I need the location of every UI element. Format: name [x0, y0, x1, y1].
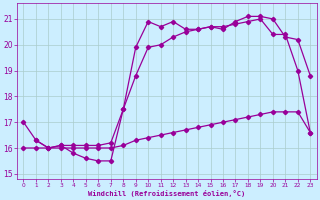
X-axis label: Windchill (Refroidissement éolien,°C): Windchill (Refroidissement éolien,°C) [88, 190, 245, 197]
